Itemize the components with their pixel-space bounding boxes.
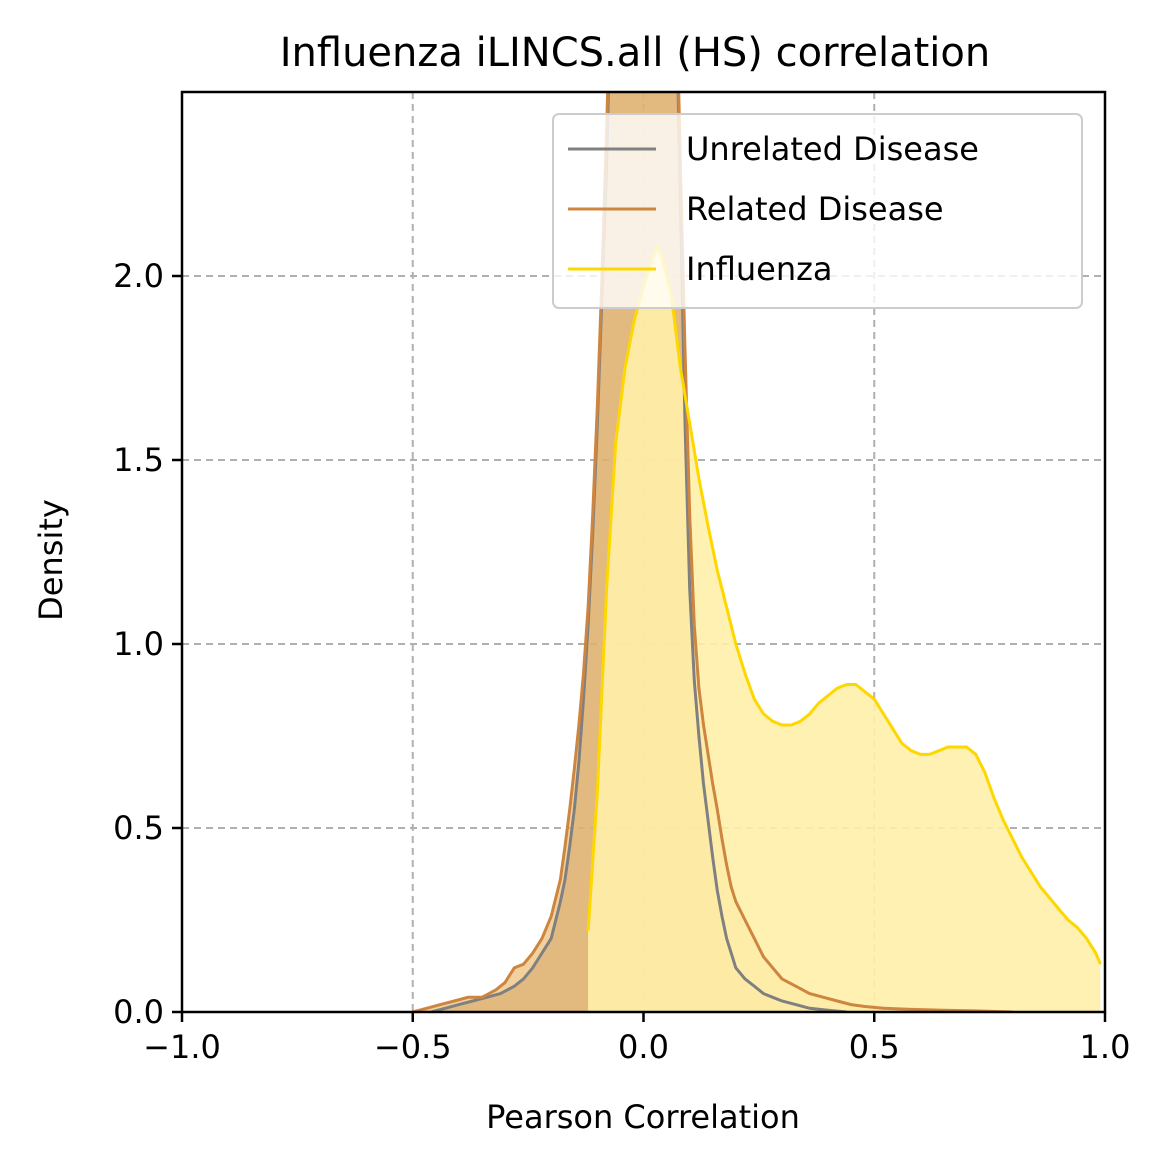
density-fill-influenza <box>588 246 1101 1012</box>
x-tick-label: 0.5 <box>849 1028 900 1066</box>
y-axis-label: Density <box>32 499 70 621</box>
x-axis-label: Pearson Correlation <box>486 1098 800 1136</box>
legend-box <box>552 113 1083 309</box>
legend-label-influenza: Influenza <box>686 250 833 288</box>
density-line-related-disease <box>412 92 1013 1012</box>
chart-title: Influenza iLINCS.all (HS) correlation <box>280 30 991 76</box>
x-tick-label: 0.0 <box>618 1028 669 1066</box>
y-tick-label: 0.5 <box>113 809 164 847</box>
y-tick-label: 1.0 <box>113 625 164 663</box>
x-tick-label: 1.0 <box>1080 1028 1131 1066</box>
density-line-unrelated-disease <box>430 92 847 1012</box>
y-tick-label: 2.0 <box>113 257 164 295</box>
x-tick-label: −0.5 <box>374 1028 452 1066</box>
legend: Unrelated Disease Related Disease Influe… <box>552 113 1083 309</box>
y-tick-label: 1.5 <box>113 441 164 479</box>
legend-label-related: Related Disease <box>686 190 944 228</box>
x-axis: −1.0 −0.5 0.0 0.5 1.0 <box>143 1012 1130 1066</box>
x-tick-label: −1.0 <box>143 1028 221 1066</box>
y-tick-label: 0.0 <box>113 993 164 1031</box>
legend-label-unrelated: Unrelated Disease <box>686 130 979 168</box>
y-axis: 0.0 0.5 1.0 1.5 2.0 <box>113 257 182 1031</box>
